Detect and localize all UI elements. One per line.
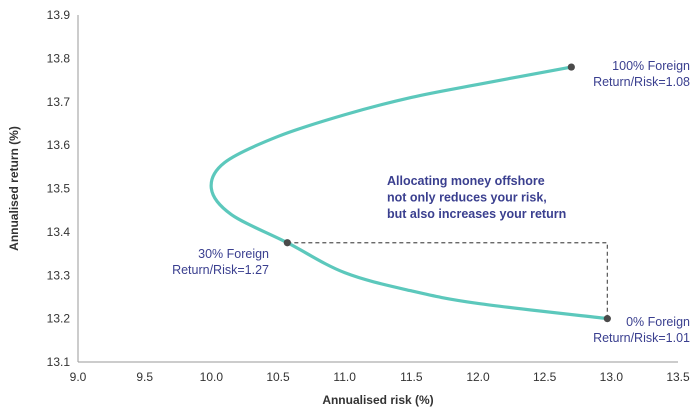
highlight-marker bbox=[283, 239, 291, 247]
annotation-text: Allocating money offshore bbox=[387, 174, 545, 188]
highlight-marker bbox=[603, 315, 611, 323]
x-tick-label: 13.0 bbox=[600, 370, 624, 384]
annotation-text: but also increases your return bbox=[387, 207, 566, 221]
dashed-guide-line bbox=[287, 242, 608, 319]
y-tick-label: 13.5 bbox=[47, 182, 71, 196]
point-label: Return/Risk=1.01 bbox=[593, 331, 690, 345]
y-tick-label: 13.9 bbox=[47, 8, 71, 22]
x-tick-label: 12.5 bbox=[533, 370, 557, 384]
point-label: 100% Foreign bbox=[612, 59, 690, 73]
x-tick-label: 11.5 bbox=[400, 370, 423, 384]
y-tick-label: 13.4 bbox=[47, 225, 71, 239]
series-layer bbox=[209, 65, 609, 321]
y-tick-label: 13.3 bbox=[47, 268, 71, 282]
x-tick-label: 13.5 bbox=[666, 370, 690, 384]
x-tick-label: 10.5 bbox=[266, 370, 290, 384]
highlight-marker bbox=[567, 63, 575, 71]
y-tick-label: 13.2 bbox=[47, 312, 71, 326]
labels-layer: 100% Foreign Return/Risk=1.08 30% Foreign R… bbox=[172, 59, 690, 345]
dashed-guides bbox=[287, 242, 608, 319]
axes: 9.0 9.5 10.0 10.5 11.0 11.5 12.0 12.5 13.0 13.5 13… bbox=[7, 8, 690, 407]
point-label: 30% Foreign bbox=[198, 247, 269, 261]
y-tick-label: 13.1 bbox=[47, 355, 71, 369]
y-axis-title: Annualised return (%) bbox=[7, 126, 21, 251]
x-tick-label: 11.0 bbox=[333, 370, 356, 384]
x-tick-label: 12.0 bbox=[466, 370, 490, 384]
x-axis-title: Annualised risk (%) bbox=[322, 393, 433, 407]
markers-layer bbox=[283, 63, 611, 323]
point-label: Return/Risk=1.08 bbox=[593, 75, 690, 89]
annotation-text: not only reduces your risk, bbox=[387, 191, 547, 205]
x-tick-label: 9.5 bbox=[136, 370, 153, 384]
efficient-frontier-line bbox=[209, 65, 609, 321]
x-tick-label: 10.0 bbox=[200, 370, 224, 384]
y-tick-label: 13.7 bbox=[47, 95, 71, 109]
y-tick-label: 13.8 bbox=[47, 51, 71, 65]
point-label: Return/Risk=1.27 bbox=[172, 263, 269, 277]
point-label: 0% Foreign bbox=[626, 315, 690, 329]
y-tick-label: 13.6 bbox=[47, 138, 71, 152]
x-tick-label: 9.0 bbox=[70, 370, 87, 384]
